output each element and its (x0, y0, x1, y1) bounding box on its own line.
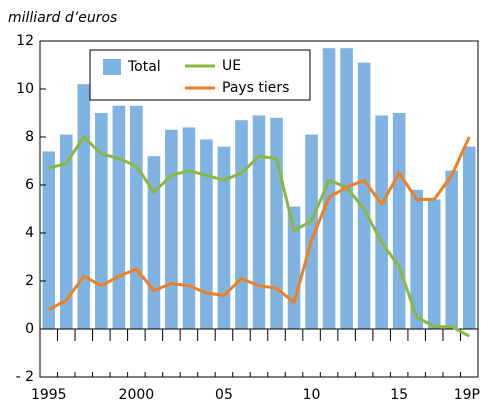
legend-swatch (103, 59, 121, 75)
line-series (48, 135, 470, 338)
legend-box (89, 49, 311, 101)
y-tick-label: - 2 (16, 369, 34, 385)
y-tick-label: 12 (16, 33, 34, 49)
x-tick-label: 1995 (31, 387, 67, 403)
bar (217, 146, 231, 329)
plot-frame (39, 40, 479, 378)
x-tick-label: 2000 (119, 387, 155, 403)
bar (392, 113, 406, 329)
bar (200, 139, 213, 329)
bar (427, 199, 441, 329)
legend-label: Total (127, 59, 161, 75)
y-tick-label: 6 (25, 177, 34, 193)
bar (59, 134, 73, 329)
bar (182, 127, 196, 330)
bar (165, 129, 178, 329)
bar (95, 113, 108, 329)
x-tick-label: 10 (303, 387, 321, 403)
bar (462, 146, 476, 329)
bar (445, 170, 459, 329)
bar (410, 189, 423, 329)
bar (77, 84, 91, 329)
y-tick-label: 4 (25, 225, 34, 241)
bar (357, 62, 371, 329)
bar (112, 105, 126, 329)
bar (42, 151, 56, 329)
x-tick-label: 19P (454, 387, 480, 403)
x-tick-label: 05 (215, 387, 233, 403)
legend-label: Pays tiers (222, 80, 289, 96)
y-tick-label: 0 (25, 321, 34, 337)
bar (235, 120, 248, 329)
y-tick-label: 8 (25, 129, 34, 145)
chart-title: milliard d’euros (8, 10, 117, 26)
y-tick-label: 10 (16, 81, 34, 97)
bar (305, 134, 318, 329)
y-tick-label: 2 (25, 273, 34, 289)
bar (130, 105, 143, 329)
bar (270, 117, 283, 329)
x-tick-label: 15 (390, 387, 408, 403)
bar (147, 156, 161, 329)
bar (252, 115, 266, 330)
bar (375, 115, 388, 330)
bar (322, 48, 336, 329)
line-series (48, 136, 471, 312)
legend-label: UE (222, 58, 241, 74)
